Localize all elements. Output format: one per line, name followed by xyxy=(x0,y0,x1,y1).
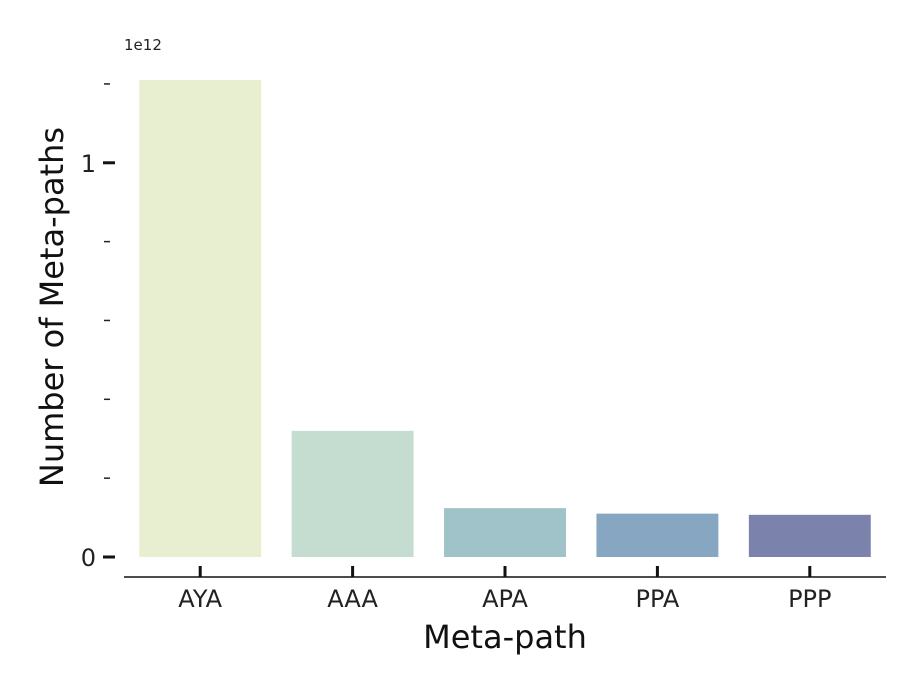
x-tick-label: AAA xyxy=(327,585,378,613)
y-offset-text: 1e12 xyxy=(124,36,162,54)
bar-apa xyxy=(444,508,566,557)
bar-aaa xyxy=(291,430,414,557)
x-tick-label: PPP xyxy=(788,585,831,613)
bars xyxy=(139,80,871,557)
x-axis-title: Meta-path xyxy=(423,618,587,656)
x-tick-label: PPA xyxy=(635,585,679,613)
x-tick-label: AYA xyxy=(178,585,222,613)
x-tick-label: APA xyxy=(482,585,528,613)
y-axis-ticks: 01 xyxy=(81,83,115,572)
x-axis-ticks: AYA AAA APA PPA PPP xyxy=(178,566,832,613)
bar-aya xyxy=(139,80,262,557)
bar-ppp xyxy=(748,514,871,557)
y-tick-label: 1 xyxy=(81,150,96,178)
bar-ppa xyxy=(596,513,719,557)
y-tick-label: 0 xyxy=(81,544,96,572)
y-axis-title: Number of Meta-paths xyxy=(33,127,71,487)
